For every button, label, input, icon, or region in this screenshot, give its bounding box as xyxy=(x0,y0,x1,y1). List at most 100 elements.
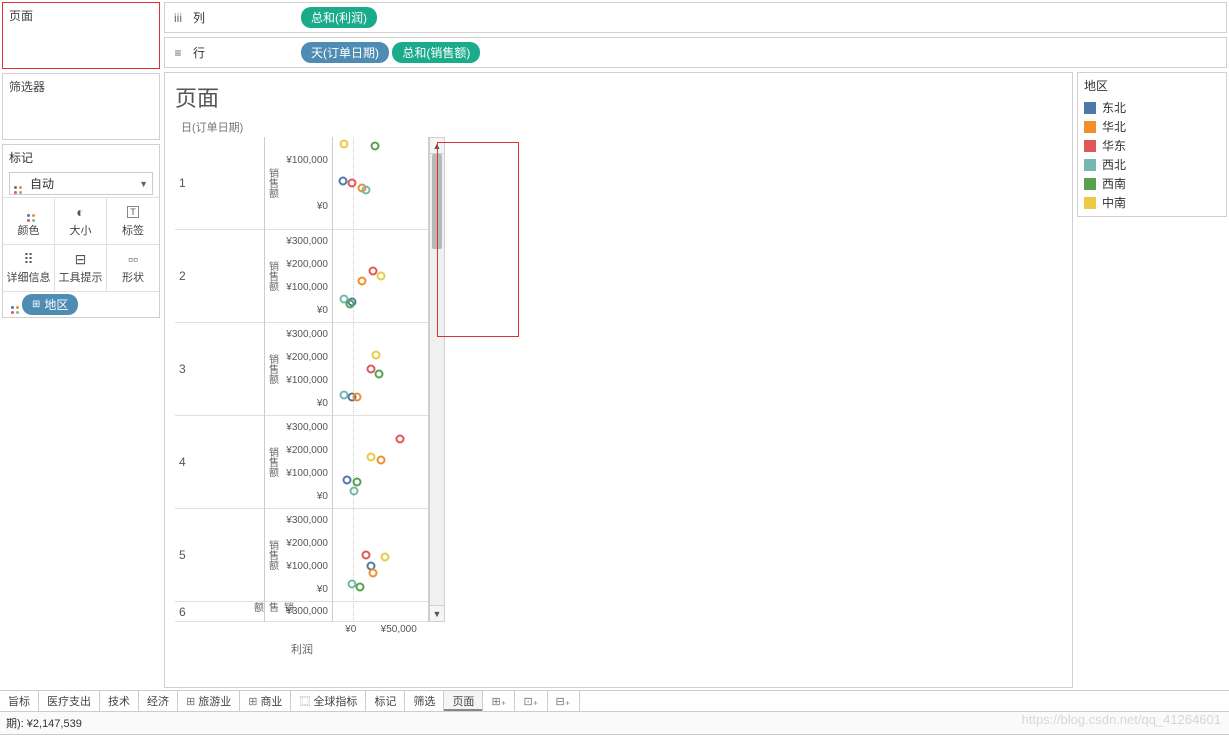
color-encoding-icon xyxy=(11,298,14,312)
marks-标签-button[interactable]: T标签 xyxy=(107,198,159,245)
new-dashboard-button[interactable]: ⊡₊ xyxy=(515,691,547,711)
marks-颜色-button[interactable]: 颜色 xyxy=(3,198,55,245)
sheet-icon: ⊞ xyxy=(248,695,257,708)
vertical-scrollbar[interactable]: ▲ ▼ xyxy=(429,137,445,622)
data-point[interactable] xyxy=(340,140,349,149)
new-dashboard-icon: ⊡₊ xyxy=(523,695,538,708)
new-story-icon: ⊟₊ xyxy=(556,695,571,708)
data-point[interactable] xyxy=(343,476,352,485)
highlight-annotation xyxy=(437,142,519,337)
data-point[interactable] xyxy=(362,186,371,195)
day-header: 3 xyxy=(175,323,264,416)
y-ticks: ¥300,000¥200,000¥100,000¥0 xyxy=(279,416,332,509)
day-header: 2 xyxy=(175,230,264,323)
pages-shelf[interactable]: 页面 xyxy=(2,2,160,69)
new-story-button[interactable]: ⊟₊ xyxy=(548,691,580,711)
legend-item-华北[interactable]: 华北 xyxy=(1084,117,1220,136)
columns-label: 列 xyxy=(193,9,293,26)
tab-全球指标[interactable]: ⿴全球指标 xyxy=(291,691,366,711)
marks-header: 标记 xyxy=(3,145,159,170)
pill-总和(销售额)[interactable]: 总和(销售额) xyxy=(392,42,480,63)
viz-canvas: 页面 日(订单日期) 123456 销售额销售额销售额销售额销售额销售额 ¥10… xyxy=(164,72,1073,688)
data-point[interactable] xyxy=(357,276,366,285)
y-axis-label: 销售额 xyxy=(265,323,279,416)
color-legend[interactable]: 地区 东北华北华东西北西南中南 xyxy=(1077,72,1227,217)
data-point[interactable] xyxy=(376,272,385,281)
y-axis-label: 销售额 xyxy=(265,416,279,509)
data-point[interactable] xyxy=(348,179,357,188)
y-ticks: ¥300,000 xyxy=(279,602,332,622)
size-icon: ◐ xyxy=(76,204,84,220)
new-worksheet-button[interactable]: ⊞₊ xyxy=(483,691,515,711)
day-header: 1 xyxy=(175,137,264,230)
y-axis-label: 销售额 xyxy=(265,602,279,622)
color-swatch xyxy=(1084,178,1096,190)
marks-type-select[interactable]: 自动 ▼ xyxy=(9,172,153,195)
marks-形状-button[interactable]: ▫▫形状 xyxy=(107,245,159,292)
data-point[interactable] xyxy=(362,551,371,560)
data-point[interactable] xyxy=(376,456,385,465)
plot-cell xyxy=(333,323,428,416)
filters-header: 筛选器 xyxy=(3,74,159,99)
y-axis-label: 销售额 xyxy=(265,230,279,323)
region-pill[interactable]: ⊞ 地区 xyxy=(22,294,78,315)
tab-旅游业[interactable]: ⊞旅游业 xyxy=(178,691,240,711)
filters-shelf[interactable]: 筛选器 xyxy=(2,73,160,140)
marks-type-label: 自动 xyxy=(30,175,54,192)
color-swatch xyxy=(1084,140,1096,152)
detail-icon: ⠿ xyxy=(23,251,33,267)
data-point[interactable] xyxy=(352,392,361,401)
tab-标记[interactable]: 标记 xyxy=(366,691,405,711)
day-header: 4 xyxy=(175,416,264,509)
data-point[interactable] xyxy=(367,453,376,462)
data-point[interactable] xyxy=(381,552,390,561)
data-point[interactable] xyxy=(346,299,355,308)
plot-cell xyxy=(333,137,428,230)
legend-item-西北[interactable]: 西北 xyxy=(1084,155,1220,174)
y-ticks: ¥300,000¥200,000¥100,000¥0 xyxy=(279,509,332,602)
plot-cell xyxy=(333,602,428,622)
tab-商业[interactable]: ⊞商业 xyxy=(240,691,291,711)
legend-item-西南[interactable]: 西南 xyxy=(1084,174,1220,193)
tab-筛选[interactable]: 筛选 xyxy=(405,691,444,711)
rows-shelf[interactable]: ≡ 行 天(订单日期) 总和(销售额) xyxy=(164,37,1227,68)
axis-header: 日(订单日期) xyxy=(175,119,1062,135)
pill-总和(利润)[interactable]: 总和(利润) xyxy=(301,7,377,28)
shape-icon: ▫▫ xyxy=(128,251,138,267)
viz-title[interactable]: 页面 xyxy=(175,81,1062,113)
tab-旨标[interactable]: 旨标 xyxy=(0,691,39,711)
data-point[interactable] xyxy=(395,435,404,444)
data-point[interactable] xyxy=(352,478,361,487)
legend-item-东北[interactable]: 东北 xyxy=(1084,98,1220,117)
scroll-up-button[interactable]: ▲ xyxy=(430,138,444,154)
tab-技术[interactable]: 技术 xyxy=(100,691,139,711)
dots-icon xyxy=(27,204,30,220)
data-point[interactable] xyxy=(349,487,358,496)
tab-经济[interactable]: 经济 xyxy=(139,691,178,711)
marks-工具提示-button[interactable]: ⊟工具提示 xyxy=(55,245,107,292)
data-point[interactable] xyxy=(370,142,379,151)
columns-shelf[interactable]: iii 列 总和(利润) xyxy=(164,2,1227,33)
data-point[interactable] xyxy=(374,369,383,378)
tab-页面[interactable]: 页面 xyxy=(444,691,483,711)
data-point[interactable] xyxy=(368,569,377,578)
plot-cell xyxy=(333,230,428,323)
plot-cell xyxy=(333,509,428,602)
scrollbar-thumb[interactable] xyxy=(432,154,442,249)
sheet-icon: ⿴ xyxy=(299,693,310,709)
legend-item-华东[interactable]: 华东 xyxy=(1084,136,1220,155)
scroll-down-button[interactable]: ▼ xyxy=(430,605,444,621)
tab-医疗支出[interactable]: 医疗支出 xyxy=(39,691,100,711)
data-point[interactable] xyxy=(338,177,347,186)
data-point[interactable] xyxy=(355,583,364,592)
y-axis-label: 销售额 xyxy=(265,509,279,602)
legend-item-中南[interactable]: 中南 xyxy=(1084,193,1220,212)
sheet-icon: ⊞ xyxy=(186,695,195,708)
pill-天(订单日期)[interactable]: 天(订单日期) xyxy=(301,42,389,63)
marks-card: 标记 自动 ▼ 颜色◐大小T标签 ⠿详细信息⊟工具提示▫▫形状 ⊞ 地区 xyxy=(2,144,160,318)
color-swatch xyxy=(1084,121,1096,133)
marks-大小-button[interactable]: ◐大小 xyxy=(55,198,107,245)
y-ticks: ¥100,000¥0 xyxy=(279,137,332,230)
data-point[interactable] xyxy=(371,351,380,360)
marks-详细信息-button[interactable]: ⠿详细信息 xyxy=(3,245,55,292)
